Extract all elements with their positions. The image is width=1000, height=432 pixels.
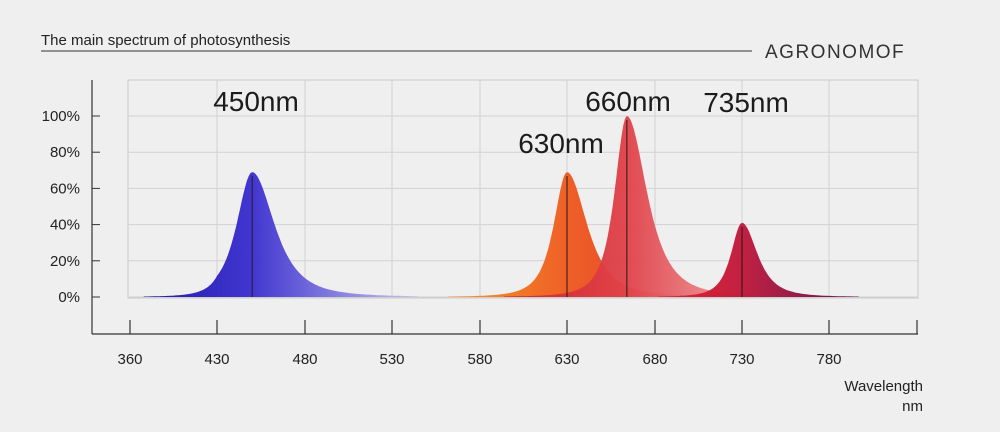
- peak-label: 450nm: [213, 86, 299, 117]
- y-tick-label: 40%: [50, 217, 80, 234]
- x-axis-label: Wavelength: [844, 378, 923, 395]
- spectrum-peak-664: [504, 116, 793, 297]
- x-tick-label: 630: [554, 351, 579, 368]
- x-tick-label: 530: [379, 351, 404, 368]
- spectrum-peak-630: [448, 172, 734, 297]
- peak-label: 735nm: [703, 87, 789, 118]
- spectrum-peak-730: [658, 222, 859, 297]
- x-tick-label: 780: [816, 351, 841, 368]
- peak-labels: 450nm 630nm 660nm 735nm: [213, 86, 789, 159]
- x-tick-label: 430: [204, 351, 229, 368]
- y-tick-label: 20%: [50, 253, 80, 270]
- x-tick-label: 360: [117, 351, 142, 368]
- y-tick-label: 60%: [50, 180, 80, 197]
- plot-frame: [127, 79, 919, 299]
- brand-label: AGRONOMOF: [765, 42, 905, 63]
- spectrum-peak-450: [143, 172, 419, 297]
- x-tick-label: 580: [467, 351, 492, 368]
- y-tick-label: 0%: [58, 289, 80, 306]
- x-axis-unit: nm: [902, 398, 923, 415]
- peak-lines: [251, 120, 743, 297]
- x-tick-label: 730: [729, 351, 754, 368]
- x-axis: 360 430 480 530 580 630 680 730 780: [117, 320, 918, 368]
- x-tick-label: 480: [292, 351, 317, 368]
- x-tick-label: 680: [642, 351, 667, 368]
- chart-title: The main spectrum of photosynthesis: [41, 32, 290, 49]
- y-tick-label: 80%: [50, 144, 80, 161]
- spectrum-areas: [143, 116, 859, 297]
- peak-label: 630nm: [518, 128, 604, 159]
- peak-label: 660nm: [585, 86, 671, 117]
- y-axis: 0% 20% 40% 60% 80% 100%: [42, 108, 100, 306]
- y-tick-label: 100%: [42, 108, 80, 125]
